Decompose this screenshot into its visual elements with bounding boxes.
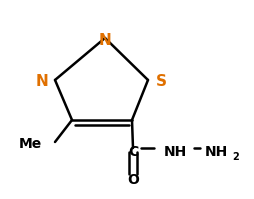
- Text: N: N: [98, 33, 111, 48]
- Text: C: C: [127, 145, 138, 159]
- Text: 2: 2: [231, 152, 238, 162]
- Text: NH: NH: [163, 145, 186, 159]
- Text: N: N: [35, 74, 48, 90]
- Text: S: S: [155, 74, 166, 90]
- Text: NH: NH: [203, 145, 227, 159]
- Text: Me: Me: [19, 137, 42, 151]
- Text: O: O: [126, 173, 138, 187]
